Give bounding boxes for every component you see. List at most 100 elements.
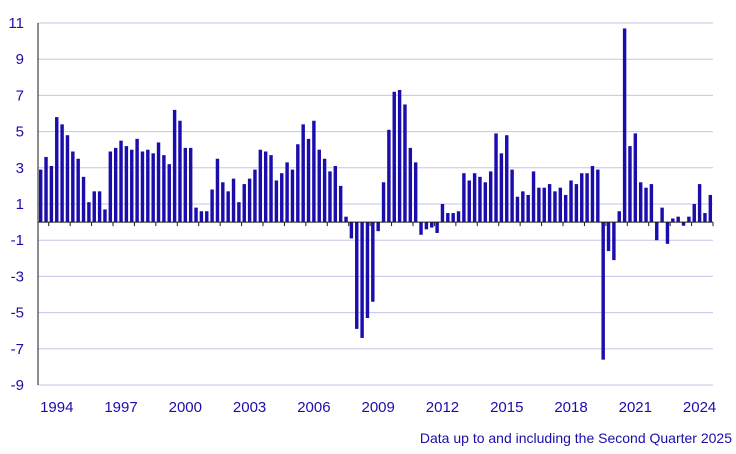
bar-2024-q2 <box>697 184 702 223</box>
bar-2015-q1 <box>499 153 504 223</box>
bar-2016-q2 <box>526 194 530 223</box>
bar-2012-q3 <box>446 213 450 223</box>
bar-1993-q4 <box>44 156 48 223</box>
bar-1997-q4 <box>130 149 134 223</box>
bar-2021-q2 <box>633 133 638 223</box>
bar-1996-q1 <box>92 191 96 223</box>
bar-2000-q3 <box>188 147 193 223</box>
bar-2010-q4 <box>408 147 413 223</box>
bar-2005-q3 <box>296 144 300 223</box>
x-tick-label-1997: 1997 <box>104 399 137 416</box>
bar-1993-q3 <box>38 169 43 223</box>
y-tick-label: 3 <box>16 160 24 177</box>
bar-1999-q1 <box>156 142 161 223</box>
bar-2018-q2 <box>569 180 573 223</box>
bar-2002-q1 <box>221 182 225 223</box>
bar-1998-q4 <box>151 153 155 223</box>
bar-2003-q1 <box>242 184 246 223</box>
bar-2007-q1 <box>328 171 332 223</box>
bar-2006-q3 <box>317 149 321 223</box>
bar-1998-q2 <box>140 151 145 223</box>
bar-1994-q2 <box>55 117 59 223</box>
bar-2013-q4 <box>472 173 477 223</box>
bar-1995-q3 <box>81 176 86 223</box>
bar-2024-q1 <box>692 204 696 223</box>
y-axis-tick-labels: -9 -7 -5 -3 -1 1 3 5 7 9 11 <box>8 15 24 394</box>
bar-2010-q2 <box>397 89 402 223</box>
bar-2002-q3 <box>231 178 236 223</box>
bar-2008-q1 <box>349 222 354 239</box>
bar-2019-q1 <box>585 173 589 223</box>
bar-2014-q1 <box>478 176 482 223</box>
bar-2011-q3 <box>424 222 429 230</box>
bar-2012-q4 <box>451 213 455 223</box>
y-tick-label: 11 <box>8 15 24 32</box>
bar-2009-q3 <box>381 182 386 223</box>
bar-1994-q1 <box>49 165 54 223</box>
bar-2004-q3 <box>274 180 279 223</box>
bar-2002-q2 <box>226 191 230 223</box>
bar-2021-q1 <box>628 146 632 223</box>
bar-2023-q3 <box>681 222 686 226</box>
bar-1996-q2 <box>97 191 102 223</box>
y-tick-label: -3 <box>11 268 24 285</box>
bar-2015-q2 <box>505 135 509 223</box>
bar-2023-q4 <box>687 216 691 223</box>
bar-2018-q1 <box>563 194 568 223</box>
bar-2017-q2 <box>547 184 552 223</box>
bar-2020-q1 <box>606 222 611 252</box>
bar-2005-q1 <box>285 162 289 223</box>
bar-1999-q4 <box>172 109 177 223</box>
x-tick-label-2018: 2018 <box>554 399 587 416</box>
x-tick-label-2009: 2009 <box>361 399 394 416</box>
y-tick-label: 9 <box>16 51 24 68</box>
bar-2008-q3 <box>360 222 364 338</box>
bar-2013-q3 <box>467 180 471 223</box>
y-tick-label: 5 <box>16 124 24 141</box>
bar-2006-q4 <box>322 158 327 223</box>
bar-2014-q3 <box>488 171 493 223</box>
bar-2011-q1 <box>413 162 418 223</box>
bar-2020-q3 <box>617 211 621 223</box>
bar-2024-q3 <box>703 213 707 223</box>
bar-2002-q4 <box>237 202 241 223</box>
bar-2004-q1 <box>263 151 268 223</box>
bar-2022-q4 <box>665 222 670 244</box>
bar-1996-q4 <box>108 151 113 223</box>
bar-2023-q2 <box>676 216 680 223</box>
bar-2001-q2 <box>205 211 209 223</box>
bar-2022-q2 <box>655 222 659 241</box>
bar-2018-q4 <box>580 173 584 223</box>
bar-2021-q3 <box>638 182 643 223</box>
bar-2013-q2 <box>462 173 466 223</box>
bar-2000-q4 <box>194 207 198 223</box>
grid-lines <box>38 22 713 386</box>
bar-2007-q2 <box>333 165 338 223</box>
bar-1999-q2 <box>162 155 166 223</box>
bar-2006-q1 <box>306 138 311 223</box>
bar-2006-q2 <box>312 120 316 223</box>
x-tick-label-1994: 1994 <box>40 399 73 416</box>
bar-2000-q1 <box>178 120 182 223</box>
bar-2004-q4 <box>280 173 284 223</box>
bar-1995-q4 <box>87 202 91 223</box>
bar-1994-q4 <box>65 135 70 223</box>
bar-2014-q4 <box>494 133 498 223</box>
bar-2008-q2 <box>355 222 359 329</box>
bar-1997-q2 <box>119 140 123 223</box>
bar-2008-q4 <box>365 222 370 319</box>
bar-2007-q4 <box>344 216 348 223</box>
x-axis-tick-labels: 1994 1997 2000 2003 2006 2009 2012 2015 2018 2021… <box>40 399 716 416</box>
bar-2019-q4 <box>601 222 605 360</box>
y-tick-label: -5 <box>11 305 24 322</box>
bar-2016-q4 <box>537 187 541 223</box>
bar-series <box>38 28 713 360</box>
bar-2017-q1 <box>542 187 546 223</box>
bar-2013-q1 <box>456 211 461 223</box>
bar-1997-q1 <box>113 147 118 223</box>
bar-2012-q1 <box>435 222 439 233</box>
y-tick-label: -7 <box>11 341 24 358</box>
x-tick-label-2000: 2000 <box>169 399 202 416</box>
bar-2011-q4 <box>430 222 434 228</box>
x-tick-label-2012: 2012 <box>426 399 459 416</box>
